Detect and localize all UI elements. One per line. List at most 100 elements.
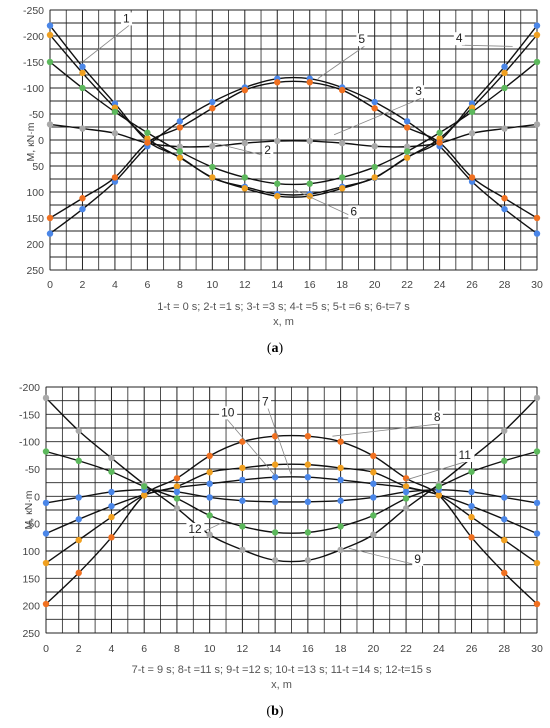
data-point-series-11 <box>533 499 541 507</box>
annotation-leader <box>293 189 357 219</box>
data-point-series-4 <box>209 163 216 171</box>
annotation-bg <box>121 12 133 26</box>
x-tick-label: 28 <box>498 643 510 655</box>
data-point-series-5 <box>176 118 184 125</box>
data-point-series-6 <box>46 214 54 222</box>
data-point-series-6 <box>468 174 476 181</box>
data-point-series-12 <box>75 457 82 464</box>
panel-label-b: (b) <box>266 704 283 719</box>
data-point-series-2 <box>79 69 86 77</box>
data-point-series-1 <box>46 22 54 29</box>
data-point-series-8 <box>173 475 181 482</box>
data-point-series-3 <box>79 125 86 132</box>
data-point-series-11 <box>501 494 508 501</box>
data-point-series-2 <box>274 192 281 200</box>
data-point-series-3 <box>46 121 54 128</box>
y-tick-label: -200 <box>19 382 40 394</box>
data-point-series-6 <box>176 124 184 131</box>
y-axis-label: M, кN·m <box>25 122 37 161</box>
data-point-series-8 <box>108 534 115 541</box>
data-point-series-3 <box>468 130 476 137</box>
data-point-series-9 <box>239 546 246 554</box>
data-point-series-4 <box>468 108 476 116</box>
annotation-label-5: 5 <box>358 32 365 46</box>
y-tick-label: 200 <box>22 601 40 613</box>
data-point-series-2 <box>241 185 248 192</box>
series-line-6 <box>49 80 538 219</box>
y-tick-label: 100 <box>26 187 44 199</box>
data-point-series-10 <box>370 469 377 476</box>
data-point-series-1 <box>79 63 86 70</box>
x-tick-label: 8 <box>177 279 183 291</box>
x-tick-label: 0 <box>47 279 53 291</box>
x-tick-label: 12 <box>239 279 251 291</box>
x-tick-label: 24 <box>433 643 445 655</box>
data-point-series-8 <box>402 475 410 482</box>
y-tick-label: 50 <box>32 161 44 173</box>
data-point-series-9 <box>206 531 213 538</box>
data-point-series-2 <box>501 69 508 77</box>
data-point-series-10 <box>173 483 181 490</box>
x-tick-label: 8 <box>174 643 180 655</box>
data-point-series-7 <box>206 480 213 487</box>
annotation-label-6: 6 <box>350 204 357 218</box>
data-point-series-3 <box>176 143 184 150</box>
series-line-12 <box>45 450 538 534</box>
x-tick-label: 22 <box>400 643 412 655</box>
data-point-series-11 <box>206 494 213 501</box>
data-point-series-12 <box>304 529 312 536</box>
data-point-series-12 <box>271 529 279 536</box>
panel-label-a: (a) <box>267 341 284 356</box>
data-point-series-1 <box>533 22 541 29</box>
data-point-series-11 <box>108 488 115 496</box>
data-point-series-10 <box>42 559 50 567</box>
annotation-leader <box>348 547 421 567</box>
data-point-series-11 <box>239 497 246 504</box>
x-tick-label: 26 <box>466 643 478 655</box>
y-tick-label: 50 <box>28 519 40 531</box>
data-point-series-10 <box>337 464 344 472</box>
data-point-series-6 <box>501 195 508 202</box>
data-point-series-3 <box>274 137 281 145</box>
data-point-series-7 <box>337 476 344 484</box>
series-line-10 <box>45 463 538 564</box>
y-tick-label: 100 <box>22 546 40 558</box>
data-point-series-6 <box>533 214 541 222</box>
y-tick-label: -200 <box>23 31 44 43</box>
data-point-series-4 <box>339 174 346 181</box>
data-point-series-6 <box>144 139 151 146</box>
data-point-series-10 <box>468 513 475 521</box>
data-point-series-12 <box>206 512 213 519</box>
annotation-bg <box>219 406 238 420</box>
data-point-series-5 <box>79 205 86 213</box>
data-point-series-2 <box>339 185 346 192</box>
data-point-series-7 <box>533 530 541 537</box>
data-point-series-12 <box>141 483 148 490</box>
data-point-series-8 <box>501 569 508 577</box>
annotation-label-2: 2 <box>264 143 271 157</box>
data-point-series-12 <box>42 448 50 455</box>
data-point-series-9 <box>533 394 541 402</box>
data-point-series-11 <box>402 488 410 496</box>
x-tick-label: 14 <box>269 643 281 655</box>
y-tick-label: -250 <box>23 5 44 17</box>
annotation-label-1: 1 <box>123 11 130 25</box>
data-point-series-10 <box>533 559 541 567</box>
annotation-label-3: 3 <box>415 84 422 98</box>
annotation-leader <box>82 25 130 63</box>
x-axis-label: x, m <box>271 679 292 691</box>
data-point-series-5 <box>501 205 508 213</box>
data-point-series-5 <box>371 98 378 106</box>
data-point-series-4 <box>371 163 378 171</box>
y-tick-label: 250 <box>22 628 40 640</box>
data-point-series-3 <box>209 143 216 150</box>
y-tick-label: -100 <box>19 437 40 449</box>
series-line-8 <box>45 434 538 605</box>
data-point-series-1 <box>501 63 508 70</box>
data-point-series-12 <box>435 483 442 490</box>
x-tick-label: 20 <box>369 279 381 291</box>
x-tick-label: 22 <box>401 279 413 291</box>
x-tick-label: 30 <box>531 643 543 655</box>
data-point-series-9 <box>370 531 377 538</box>
